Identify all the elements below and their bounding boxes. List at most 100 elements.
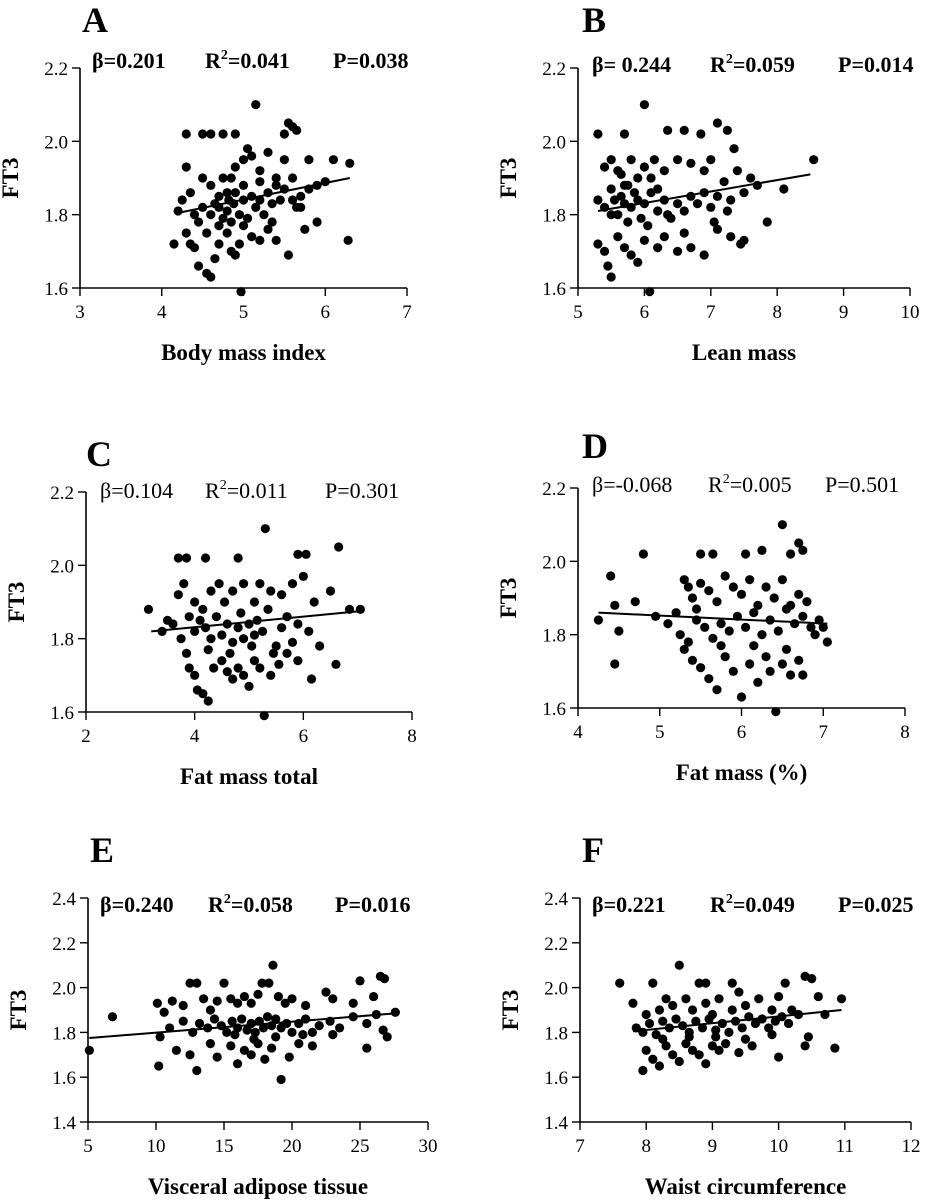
y-tick-label: 2.0 — [542, 552, 566, 573]
y-axis-title: FT3 — [4, 582, 29, 623]
data-point — [222, 228, 232, 238]
data-point — [205, 1039, 215, 1049]
x-tick-label: 4 — [157, 302, 167, 323]
y-tick-label: 1.8 — [44, 206, 68, 227]
data-point — [753, 677, 763, 687]
data-point — [205, 1005, 215, 1015]
data-point — [794, 538, 804, 548]
data-point — [668, 1000, 678, 1011]
data-point — [154, 1061, 164, 1071]
data-point — [263, 147, 273, 157]
data-point — [686, 158, 696, 168]
data-point — [181, 162, 191, 172]
data-point — [212, 1052, 222, 1062]
y-axis-title: FT3 — [498, 990, 523, 1031]
data-point — [287, 637, 298, 647]
data-point — [192, 1065, 202, 1076]
beta-stat: β=0.104 — [100, 478, 173, 503]
data-point — [255, 579, 265, 589]
data-point — [606, 210, 616, 220]
data-point — [181, 553, 192, 563]
data-point — [293, 656, 303, 666]
data-point — [209, 663, 219, 673]
data-point — [227, 1016, 237, 1026]
data-point — [658, 1016, 668, 1026]
data-point — [294, 1039, 304, 1049]
data-point — [279, 155, 289, 165]
data-point — [230, 188, 240, 198]
data-point — [279, 129, 289, 139]
y-axis-title: FT3 — [496, 158, 521, 199]
data-point — [267, 199, 277, 209]
data-point — [633, 257, 643, 267]
data-point — [268, 960, 278, 970]
data-point — [800, 1041, 810, 1051]
data-point — [251, 202, 261, 212]
y-tick-label: 1.8 — [542, 626, 566, 647]
x-tick-label: 7 — [819, 722, 829, 743]
data-point — [222, 206, 232, 216]
data-point — [287, 195, 298, 205]
data-point — [593, 129, 603, 139]
y-tick-label: 2.0 — [52, 979, 76, 1000]
data-point — [614, 626, 624, 636]
data-point — [238, 579, 249, 589]
data-point — [765, 666, 775, 676]
data-point — [646, 173, 656, 183]
x-tick-label: 3 — [75, 302, 85, 323]
data-point — [152, 998, 162, 1008]
x-tick-label: 30 — [419, 1136, 438, 1157]
panel-letter: E — [90, 830, 114, 870]
data-point — [630, 597, 640, 607]
data-point — [720, 571, 730, 581]
data-point — [214, 579, 224, 589]
data-point — [606, 155, 616, 165]
data-point — [157, 626, 167, 636]
data-point — [206, 210, 216, 220]
data-point — [293, 549, 303, 559]
data-point — [708, 633, 718, 643]
data-point — [348, 998, 358, 1008]
data-point — [275, 195, 285, 205]
data-point — [192, 978, 202, 988]
panel-letter: F — [582, 830, 604, 870]
data-point — [334, 542, 344, 552]
data-point — [168, 619, 178, 629]
data-point — [716, 641, 726, 651]
data-point — [214, 239, 224, 249]
data-point — [287, 1027, 297, 1037]
beta-stat: β=0.240 — [100, 892, 174, 917]
p-value-stat: P=0.301 — [325, 478, 399, 503]
data-point — [697, 1023, 708, 1033]
data-point — [181, 648, 192, 658]
data-point — [230, 129, 240, 139]
data-point — [779, 184, 789, 194]
data-point — [233, 623, 243, 633]
data-point — [287, 173, 298, 183]
data-point — [679, 125, 689, 135]
data-point — [233, 998, 243, 1008]
data-point — [696, 663, 706, 673]
data-point — [226, 217, 236, 227]
data-point — [218, 129, 228, 139]
data-point — [271, 641, 281, 651]
data-point — [198, 689, 208, 699]
data-point — [674, 960, 684, 970]
data-point — [257, 626, 268, 636]
data-point — [143, 604, 154, 614]
data-point — [700, 622, 710, 632]
data-point — [242, 213, 253, 223]
data-point — [780, 978, 790, 988]
data-point — [277, 590, 287, 600]
data-point — [246, 1018, 256, 1029]
data-point — [794, 589, 804, 599]
data-point — [226, 994, 236, 1004]
data-point — [749, 641, 759, 651]
data-point — [190, 597, 200, 607]
data-point — [271, 180, 281, 190]
data-point — [212, 996, 222, 1006]
data-point — [740, 622, 751, 632]
data-point — [198, 129, 208, 139]
data-point — [176, 634, 186, 644]
